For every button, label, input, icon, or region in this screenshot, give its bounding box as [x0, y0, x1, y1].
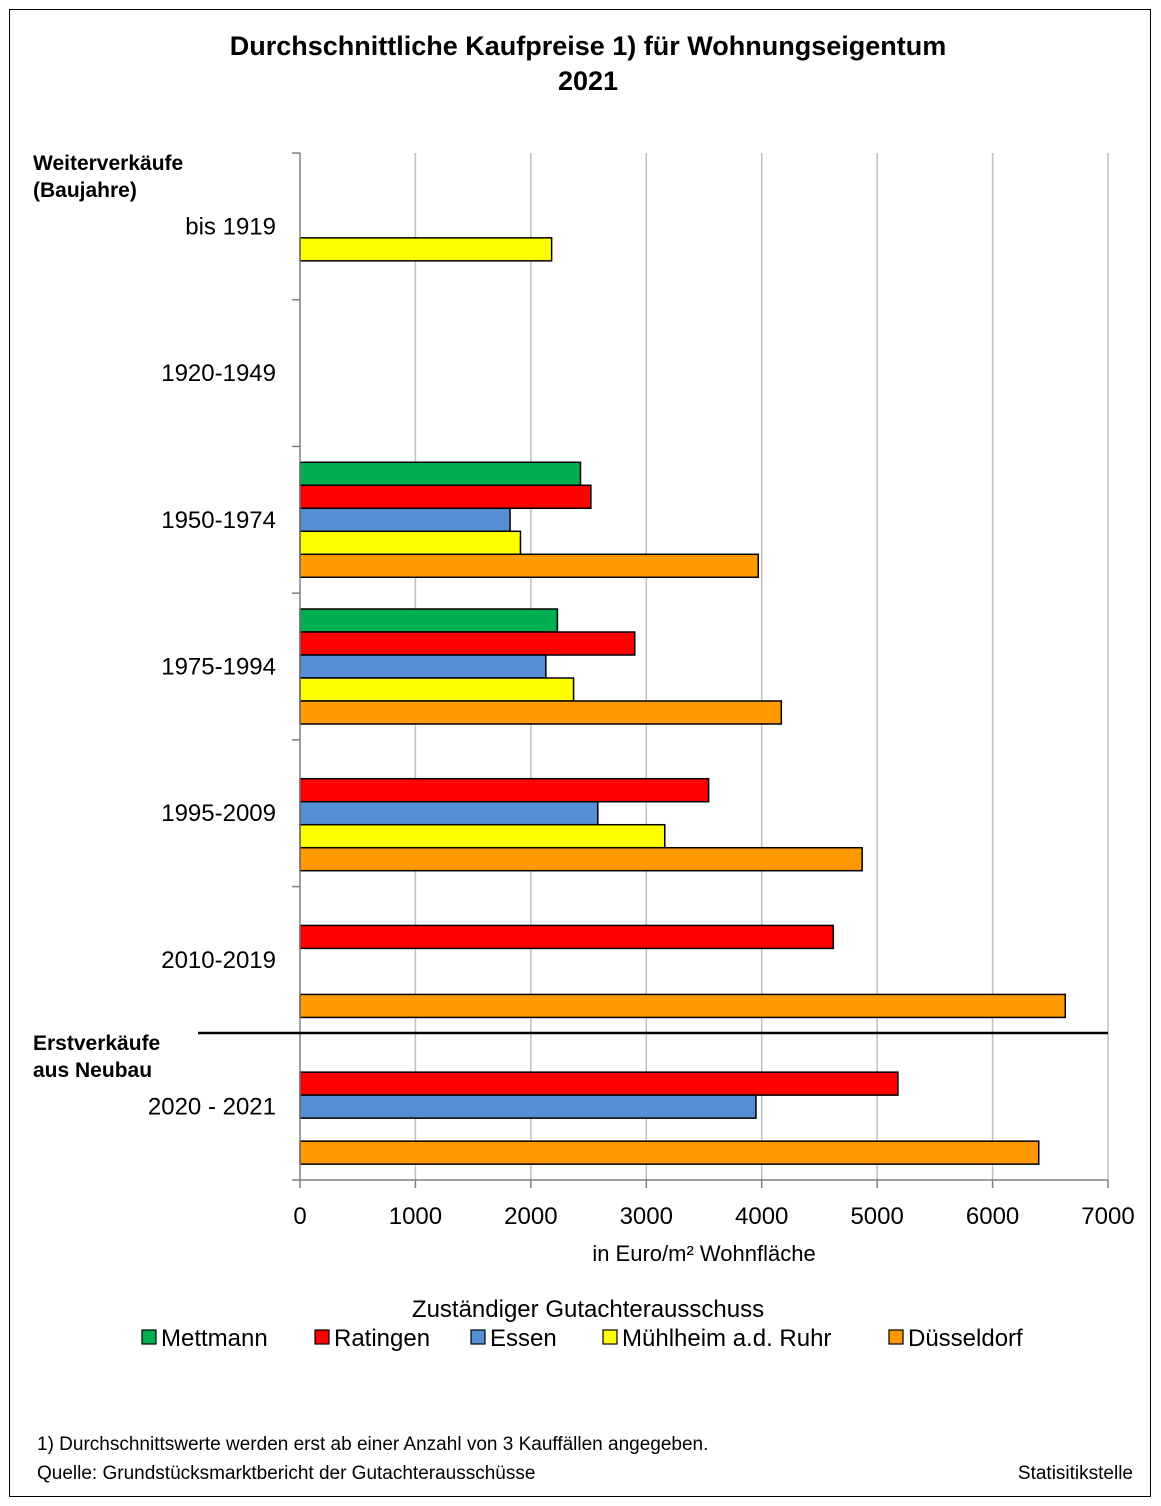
legend: Mettmann Ratingen Essen Mühlheim a.d. Ruhr D… [141, 1325, 1023, 1352]
y-axis [292, 152, 1108, 1181]
category-label: 1995-2009 [161, 800, 276, 827]
chart-title: Durchschnittliche Kaufpreise 1) für Wohn… [230, 31, 947, 61]
legend-title: Zuständiger Gutachterausschuss [412, 1296, 764, 1323]
category-label: 1975-1994 [161, 654, 276, 681]
category-label: 2020 - 2021 [148, 1094, 276, 1121]
x-tick-labels: 0 1000 2000 3000 4000 5000 6000 7000 [293, 1203, 1134, 1230]
section-label: (Baujahre) [33, 179, 137, 202]
bar [299, 1071, 899, 1096]
x-tick-label: 6000 [966, 1203, 1019, 1230]
bars [299, 237, 1067, 1165]
bar [299, 700, 783, 725]
credit-note: Statisitikstelle [1018, 1463, 1133, 1484]
bar [299, 924, 835, 950]
legend-swatch [888, 1329, 904, 1345]
bar [299, 846, 863, 872]
bar [299, 823, 666, 849]
bar [299, 507, 511, 533]
section-label: Weiterverkäufe [33, 152, 183, 175]
category-label: bis 1919 [185, 213, 276, 240]
legend-label: Ratingen [334, 1325, 430, 1352]
x-axis-title: in Euro/m² Wohnfläche [592, 1241, 815, 1266]
bar [299, 654, 547, 679]
legend-swatch [602, 1329, 618, 1345]
x-tick-label: 1000 [389, 1203, 442, 1230]
category-label: 1950-1974 [161, 507, 276, 534]
section-labels: Weiterverkäufe (Baujahre) Erstverkäufe aus … [33, 152, 1108, 1082]
legend-label: Mettmann [161, 1325, 268, 1352]
legend-label: Essen [490, 1325, 557, 1352]
legend-swatch [314, 1329, 330, 1345]
bar [299, 484, 592, 510]
bar [299, 631, 636, 656]
bar [299, 608, 559, 633]
bar [299, 1140, 1040, 1165]
bar [299, 461, 582, 487]
bar [299, 677, 575, 702]
chart-subtitle: 2021 [558, 66, 618, 96]
category-labels: bis 1919 1920-1949 1950-1974 1975-1994 1995-… [148, 213, 276, 1120]
bar [299, 1094, 757, 1119]
legend-label: Düsseldorf [908, 1325, 1023, 1352]
bar [299, 993, 1067, 1019]
x-tick-label: 0 [293, 1203, 306, 1230]
chart-frame [9, 9, 1151, 1497]
section-label: aus Neubau [33, 1059, 152, 1082]
section-label: Erstverkäufe [33, 1032, 160, 1055]
x-tick-label: 4000 [735, 1203, 788, 1230]
x-tick-label: 7000 [1081, 1203, 1134, 1230]
x-tick-label: 5000 [850, 1203, 903, 1230]
bar [299, 777, 710, 803]
legend-label: Mühlheim a.d. Ruhr [622, 1325, 831, 1352]
bar [299, 553, 760, 579]
x-tick-label: 3000 [620, 1203, 673, 1230]
bar [299, 530, 522, 556]
bar [299, 237, 553, 262]
category-label: 2010-2019 [161, 947, 276, 974]
source-note: Quelle: Grundstücksmarktbericht der Guta… [37, 1463, 535, 1484]
legend-swatch [141, 1329, 157, 1345]
category-label: 1920-1949 [161, 360, 276, 387]
bar [299, 800, 599, 826]
x-tick-label: 2000 [504, 1203, 557, 1230]
legend-swatch [470, 1329, 486, 1345]
footnote: 1) Durchschnittswerte werden erst ab ein… [37, 1434, 708, 1455]
